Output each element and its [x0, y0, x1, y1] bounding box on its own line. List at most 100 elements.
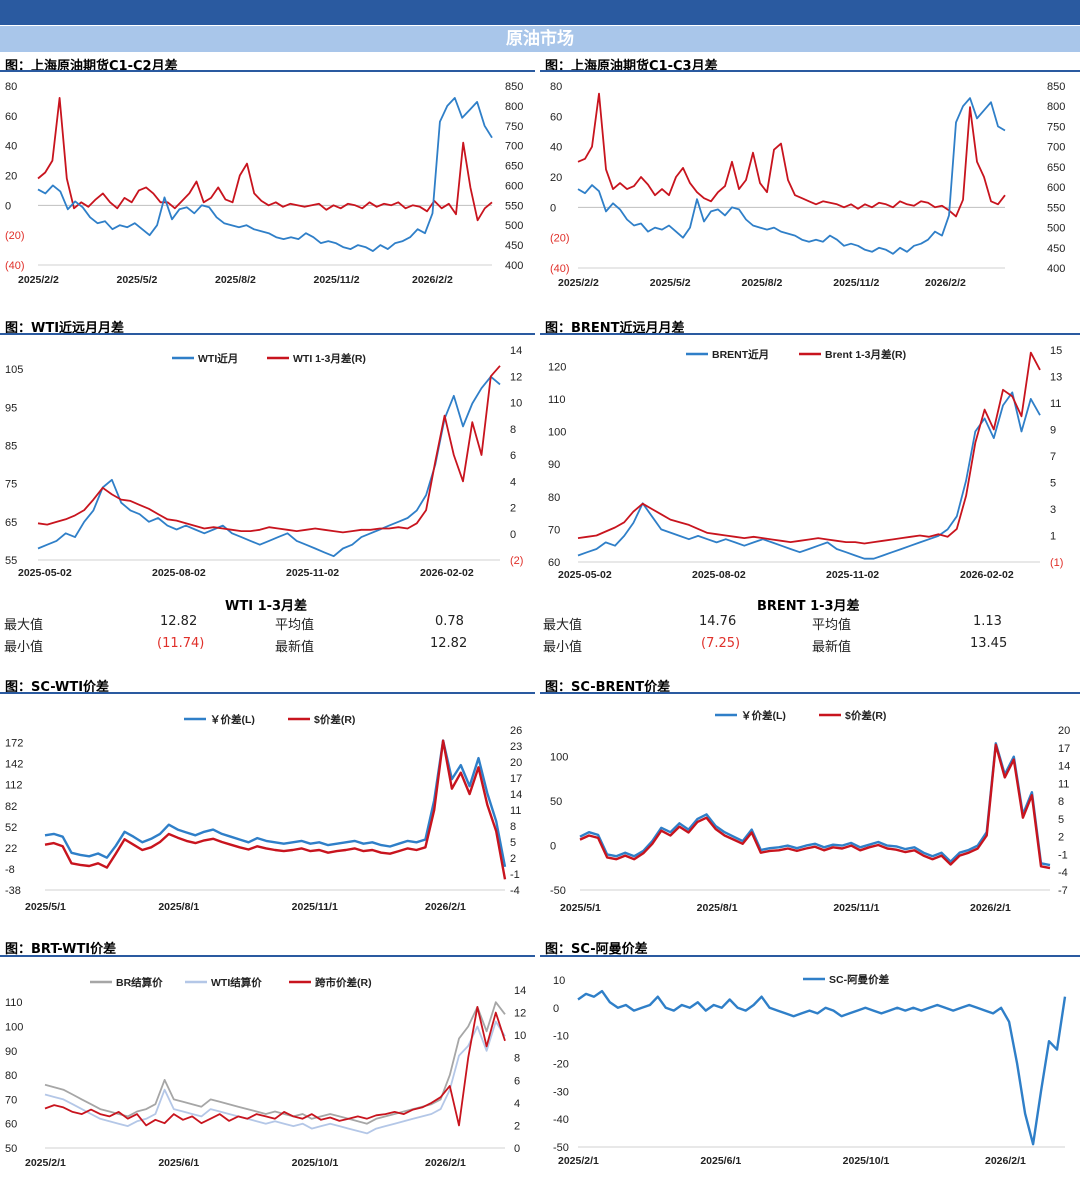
y2-tick-label: 600	[505, 180, 523, 192]
x-tick-label: 2025/5/2	[117, 274, 158, 286]
y-tick-label: 70	[548, 524, 560, 536]
brent-stats-table: 最大值 14.76 平均值 1.13 最小值 (7.25) 最新值 13.45	[540, 614, 1080, 656]
x-tick-label: 2025/8/2	[215, 274, 256, 286]
stat-value: 14.76	[699, 614, 737, 629]
y-tick-label: -50	[553, 1142, 569, 1154]
series-line-WTI结算价	[44, 1020, 506, 1135]
y2-tick-label: 800	[1047, 101, 1065, 113]
x-tick-label: 2026/2/1	[425, 901, 466, 913]
y2-tick-label: 13	[1050, 372, 1062, 384]
y2-tick-label: 8	[510, 821, 516, 833]
legend-label: BRENT近月	[712, 348, 769, 361]
y2-tick-label: 10	[510, 398, 522, 410]
series-line-￥价差(L)	[579, 742, 1051, 867]
title-rule	[0, 333, 535, 335]
title-rule	[0, 70, 535, 72]
legend-label: $价差(R)	[845, 709, 886, 722]
series-line-Brent 1-3月差(R)	[577, 351, 1041, 545]
y-tick-label: 75	[5, 479, 17, 491]
y-tick-label: 20	[5, 171, 17, 183]
y2-tick-label: 400	[505, 260, 523, 272]
stat-label: 最小值	[4, 640, 44, 655]
y2-tick-label: 6	[510, 450, 516, 462]
stat-value: 12.82	[430, 636, 468, 651]
x-tick-label: 2026/2/1	[985, 1155, 1026, 1167]
title-rule	[0, 692, 535, 694]
y-tick-label: 0	[5, 200, 11, 212]
y-tick-label: (40)	[550, 263, 570, 275]
y-tick-label: 40	[550, 142, 562, 154]
title-rule	[540, 692, 1080, 694]
stat-value-negative: (11.74)	[157, 636, 205, 651]
x-tick-label: 2025/11/1	[833, 902, 879, 914]
series-line-$价差(R)	[44, 739, 507, 880]
y2-tick-label: 14	[514, 985, 526, 997]
brent-stats-title: BRENT 1-3月差	[757, 599, 860, 614]
y-tick-label: 120	[548, 361, 566, 373]
y-tick-label: 22	[5, 843, 17, 855]
x-tick-label: 2025/5/2	[650, 277, 691, 289]
y2-tick-label: 2	[514, 1120, 520, 1132]
y-tick-label: 60	[548, 557, 560, 569]
stat-label: 最小值	[543, 640, 583, 655]
y-tick-label: 80	[5, 1070, 17, 1082]
y2-tick-label: 5	[1058, 814, 1064, 826]
y2-tick-label: 750	[1047, 121, 1065, 133]
y2-tick-label: 4	[514, 1098, 520, 1110]
y-tick-label: 100	[548, 427, 566, 439]
series-line-C1-C2月差	[37, 97, 493, 222]
y2-tick-label: 11	[1058, 778, 1069, 790]
wti-stats-title: WTI 1-3月差	[225, 599, 308, 614]
x-tick-label: 2026/2/2	[925, 277, 966, 289]
y-tick-label: 105	[5, 364, 23, 376]
x-tick-label: 2026-02-02	[420, 567, 474, 579]
y-tick-label: 52	[5, 822, 17, 834]
x-tick-label: 2026/2/1	[970, 902, 1011, 914]
x-tick-label: 2025/2/1	[558, 1155, 599, 1167]
y2-tick-label: 700	[505, 141, 523, 153]
x-tick-label: 2025/11/1	[292, 901, 338, 913]
series-line-$价差(R)	[579, 743, 1051, 870]
y2-tick-label: 450	[1047, 243, 1065, 255]
y2-tick-label: 650	[505, 161, 523, 173]
legend-label: ￥价差(L)	[741, 709, 786, 722]
x-tick-label: 2025-08-02	[152, 567, 206, 579]
x-tick-label: 2025/5/1	[560, 902, 601, 914]
x-tick-label: 2025/2/2	[558, 277, 599, 289]
y-tick-label: -8	[5, 864, 15, 876]
y-tick-label: -40	[553, 1114, 569, 1126]
y2-tick-label: -4	[1058, 867, 1068, 879]
x-tick-label: 2026/2/2	[412, 274, 453, 286]
y2-tick-label: 0	[514, 1143, 520, 1155]
y-tick-label: 172	[5, 738, 23, 750]
y-tick-label: 100	[5, 1021, 23, 1033]
y-tick-label: 20	[550, 172, 562, 184]
stat-value: 0.78	[435, 614, 464, 629]
stat-value: 12.82	[160, 614, 198, 629]
series-line-WTI近月	[37, 375, 501, 558]
x-tick-label: 2025/10/1	[843, 1155, 890, 1167]
stat-label: 最大值	[4, 618, 44, 633]
y2-tick-label: 550	[505, 200, 523, 212]
stat-value: 1.13	[973, 614, 1002, 629]
y2-tick-label: 17	[1058, 743, 1070, 755]
x-tick-label: 2026/2/1	[425, 1157, 466, 1169]
y-tick-label: 110	[548, 394, 566, 406]
y2-tick-label: 8	[514, 1053, 520, 1065]
chart-title-c6: 图：SC-BRENT价差	[545, 680, 671, 695]
stat-value: 13.45	[970, 636, 1008, 651]
y2-tick-label: 500	[1047, 223, 1065, 235]
legend-label: Brent 1-3月差(R)	[825, 348, 906, 361]
y-tick-label: (20)	[550, 233, 570, 245]
y2-tick-label: -7	[1058, 885, 1068, 897]
legend-label: WTI结算价	[211, 976, 262, 989]
y-tick-label: 50	[5, 1143, 17, 1155]
x-tick-label: 2025/11/2	[833, 277, 879, 289]
series-line-跨市价差(R)	[44, 1006, 506, 1127]
legend-label: 跨市价差(R)	[315, 976, 372, 989]
title-rule	[540, 70, 1080, 72]
y-tick-label: 112	[5, 780, 23, 792]
y-tick-label: 60	[5, 111, 17, 123]
top-bar	[0, 0, 1080, 25]
y2-tick-label: 1	[1050, 531, 1056, 543]
